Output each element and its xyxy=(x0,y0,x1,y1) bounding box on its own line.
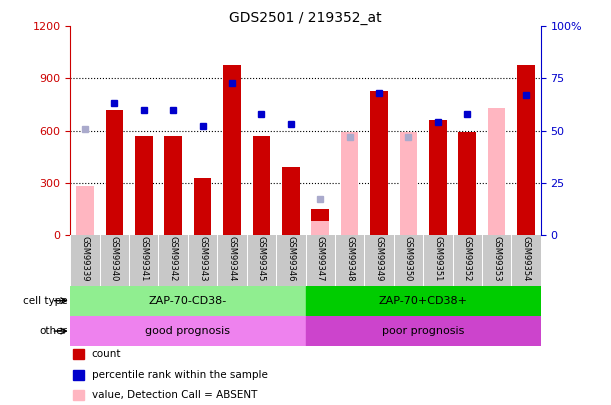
Bar xyxy=(106,110,123,235)
Text: good prognosis: good prognosis xyxy=(145,326,230,336)
Text: GSM99341: GSM99341 xyxy=(139,237,148,282)
Title: GDS2501 / 219352_at: GDS2501 / 219352_at xyxy=(229,11,382,25)
Text: count: count xyxy=(92,350,121,359)
Text: GSM99350: GSM99350 xyxy=(404,237,413,282)
Bar xyxy=(306,316,541,346)
Text: GSM99342: GSM99342 xyxy=(169,237,178,282)
Text: GSM99343: GSM99343 xyxy=(198,237,207,282)
Bar xyxy=(312,221,329,235)
Text: GSM99340: GSM99340 xyxy=(110,237,119,282)
Bar xyxy=(306,286,541,316)
Bar xyxy=(135,136,153,235)
Text: GSM99349: GSM99349 xyxy=(375,237,384,282)
Bar xyxy=(429,120,447,235)
Bar xyxy=(488,108,505,235)
Text: GSM99347: GSM99347 xyxy=(316,237,324,282)
Bar xyxy=(458,132,476,235)
Bar xyxy=(370,91,388,235)
Text: GSM99339: GSM99339 xyxy=(81,237,89,282)
Bar xyxy=(164,136,182,235)
Bar xyxy=(400,132,417,235)
Text: ZAP-70+CD38+: ZAP-70+CD38+ xyxy=(379,296,467,306)
Text: poor prognosis: poor prognosis xyxy=(382,326,464,336)
Bar xyxy=(252,136,270,235)
Text: other: other xyxy=(39,326,67,336)
Text: GSM99354: GSM99354 xyxy=(522,237,530,282)
Bar xyxy=(341,132,359,235)
Bar xyxy=(76,186,94,235)
Text: percentile rank within the sample: percentile rank within the sample xyxy=(92,370,268,379)
Bar xyxy=(70,286,306,316)
Bar xyxy=(518,64,535,235)
Text: GSM99346: GSM99346 xyxy=(287,237,295,282)
Bar xyxy=(282,167,299,235)
Text: GSM99351: GSM99351 xyxy=(433,237,442,282)
Bar xyxy=(312,209,329,235)
Text: GSM99353: GSM99353 xyxy=(492,237,501,282)
Text: cell type: cell type xyxy=(23,296,67,306)
Text: ZAP-70-CD38-: ZAP-70-CD38- xyxy=(148,296,227,306)
Text: GSM99344: GSM99344 xyxy=(227,237,236,282)
Text: value, Detection Call = ABSENT: value, Detection Call = ABSENT xyxy=(92,390,257,400)
Bar xyxy=(70,316,306,346)
Bar xyxy=(194,177,211,235)
Bar xyxy=(223,64,241,235)
Text: GSM99348: GSM99348 xyxy=(345,237,354,282)
Text: GSM99345: GSM99345 xyxy=(257,237,266,282)
Text: GSM99352: GSM99352 xyxy=(463,237,472,282)
